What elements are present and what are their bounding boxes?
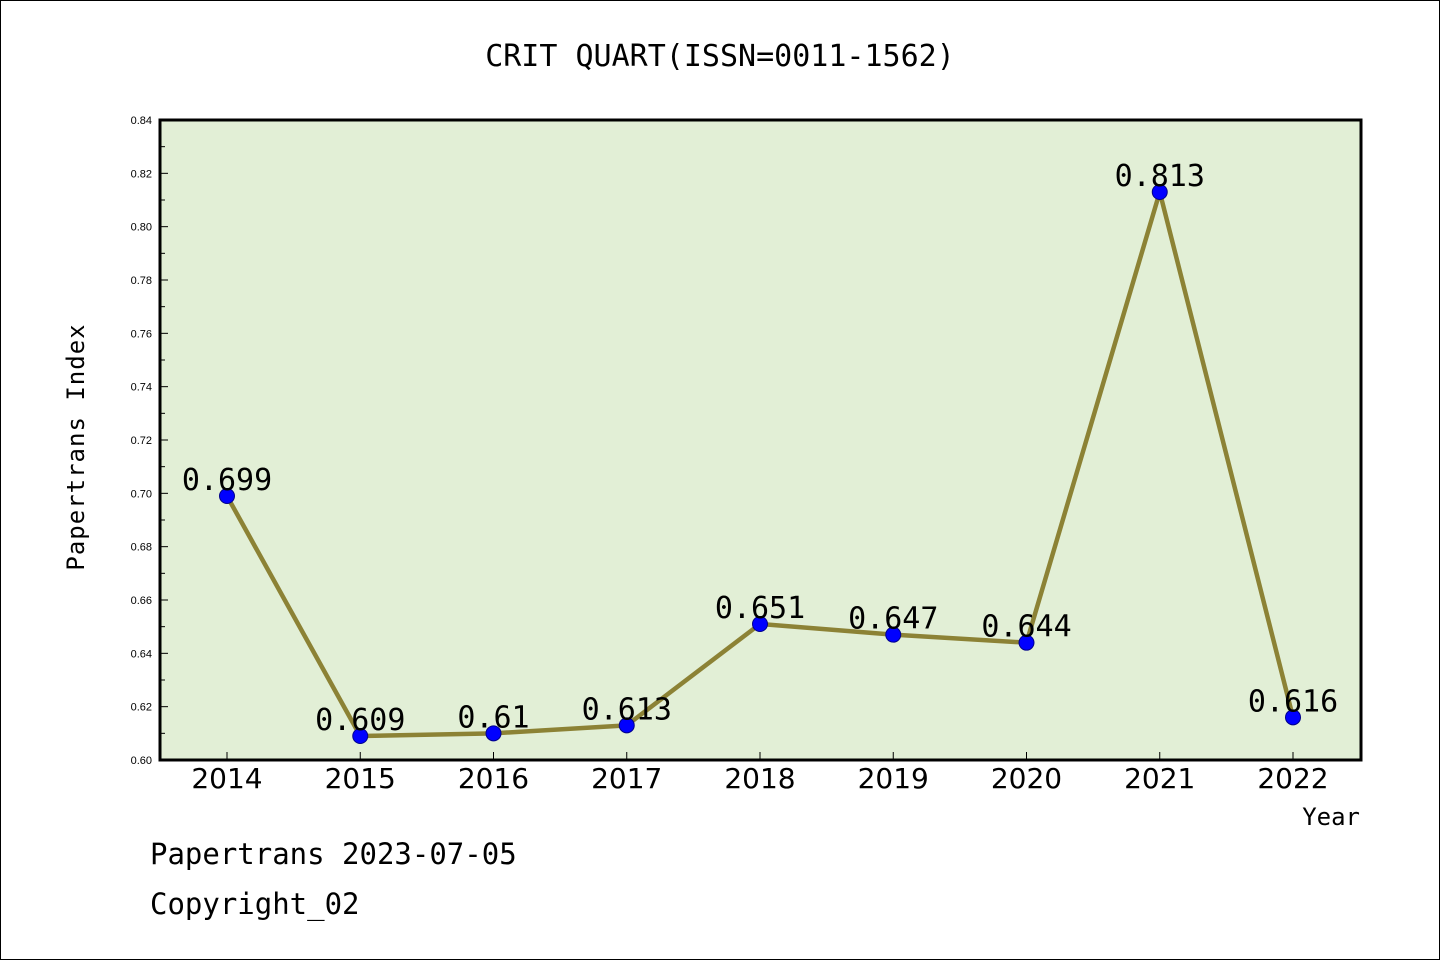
y-axis-label: Papertrans Index bbox=[62, 323, 90, 570]
x-tick-label: 2018 bbox=[724, 762, 795, 795]
footer-date: Papertrans 2023-07-05 bbox=[150, 837, 517, 871]
chart-title: CRIT QUART(ISSN=0011-1562) bbox=[485, 39, 955, 74]
y-tick-label: 0.78 bbox=[131, 275, 152, 287]
data-point bbox=[219, 488, 235, 504]
x-tick-label: 2014 bbox=[191, 762, 262, 795]
data-labels: 0.699 0.609 0.61 0.613 0.651 0.647 0.644 0.813 0… bbox=[182, 159, 1338, 738]
x-tick-label: 2021 bbox=[1124, 762, 1195, 795]
data-point bbox=[485, 725, 502, 742]
data-label: 0.644 bbox=[981, 610, 1071, 645]
data-label: 0.813 bbox=[1115, 159, 1205, 194]
data-point bbox=[1018, 634, 1035, 651]
data-point bbox=[618, 717, 635, 734]
data-label: 0.609 bbox=[315, 703, 405, 738]
y-tick-label: 0.68 bbox=[131, 542, 152, 554]
y-axis: 0.60 0.62 0.64 0.66 0.68 0.70 0.72 0.74 0.76 0.78… bbox=[131, 115, 168, 767]
data-point bbox=[885, 626, 902, 643]
data-label: 0.647 bbox=[848, 602, 938, 637]
x-tick-label: 2022 bbox=[1257, 762, 1328, 795]
y-tick-label: 0.80 bbox=[131, 222, 152, 234]
y-tick-label: 0.82 bbox=[131, 168, 152, 180]
data-label: 0.613 bbox=[582, 692, 672, 727]
data-point bbox=[352, 728, 369, 744]
plot-area bbox=[158, 118, 1363, 762]
x-axis: 2014 2015 2016 2017 2018 2019 2020 2021 2022 bbox=[191, 752, 1329, 795]
data-point bbox=[1285, 709, 1301, 726]
data-label: 0.61 bbox=[457, 700, 529, 735]
y-tick-label: 0.84 bbox=[131, 115, 152, 127]
y-tick-label: 0.64 bbox=[131, 648, 152, 660]
y-tick-label: 0.62 bbox=[131, 702, 152, 714]
x-tick-label: 2016 bbox=[458, 762, 529, 795]
x-tick-label: 2017 bbox=[591, 762, 662, 795]
data-label: 0.699 bbox=[182, 463, 272, 498]
y-tick-label: 0.74 bbox=[131, 382, 152, 394]
data-point bbox=[1151, 184, 1168, 200]
data-label: 0.651 bbox=[715, 591, 805, 626]
x-tick-label: 2019 bbox=[858, 762, 929, 795]
y-tick-label: 0.60 bbox=[131, 755, 152, 767]
y-tick-label: 0.72 bbox=[131, 435, 152, 447]
y-tick-label: 0.76 bbox=[131, 328, 152, 340]
x-axis-label: Year bbox=[1302, 803, 1360, 831]
x-tick-label: 2015 bbox=[325, 762, 396, 795]
footer-copyright: Copyright_02 bbox=[150, 887, 360, 922]
series-markers bbox=[219, 184, 1301, 744]
data-label: 0.616 bbox=[1248, 684, 1338, 719]
y-tick-label: 0.66 bbox=[131, 595, 152, 607]
x-tick-label: 2020 bbox=[991, 762, 1062, 795]
data-point bbox=[752, 616, 768, 632]
y-tick-label: 0.70 bbox=[131, 488, 152, 500]
